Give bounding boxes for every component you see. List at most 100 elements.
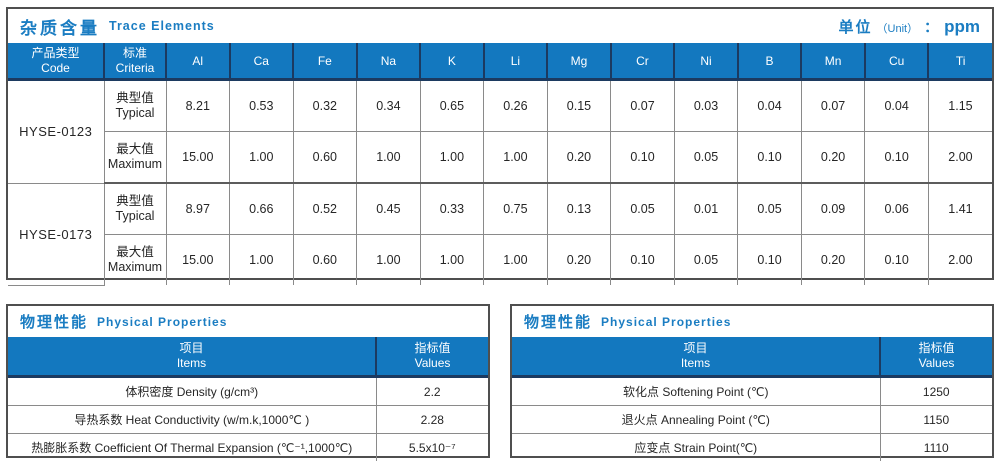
maximum-en: Maximum bbox=[107, 260, 163, 274]
value-cell: 2.28 bbox=[375, 405, 488, 434]
item-cell: 退火点 Annealing Point (℃) bbox=[512, 405, 881, 434]
value-cell: 0.04 bbox=[737, 79, 802, 132]
value-cell: 2.2 bbox=[375, 376, 488, 406]
item-cell: 软化点 Softening Point (℃) bbox=[512, 376, 881, 406]
value-cell: 0.20 bbox=[800, 131, 866, 184]
col-header-element: Ni bbox=[673, 43, 738, 81]
value-cell: 0.10 bbox=[610, 131, 675, 184]
col-header-element: B bbox=[736, 43, 802, 81]
value-cell: 0.10 bbox=[864, 234, 929, 285]
trace-elements-table: 产品类型 Code 标准 Criteria Al Ca Fe Na K Li M… bbox=[8, 43, 992, 286]
value-cell: 0.32 bbox=[292, 79, 358, 132]
value-cell: 5.5x10⁻⁷ bbox=[375, 433, 488, 461]
criteria-label-cell: 最大值 Maximum bbox=[104, 131, 167, 184]
col-header-values: 指标值 Values bbox=[375, 337, 488, 378]
phys-right-title-en: Physical Properties bbox=[601, 314, 732, 329]
value-cell: 8.97 bbox=[165, 182, 231, 235]
phys-left-title-zh: 物理性能 bbox=[20, 314, 89, 331]
col-header-element: Mg bbox=[546, 43, 611, 81]
criteria-label-cell: 最大值 Maximum bbox=[104, 234, 167, 285]
value-cell: 0.07 bbox=[800, 79, 866, 132]
col-header-element: Li bbox=[482, 43, 548, 81]
criteria-label-cell: 典型值 Typical bbox=[103, 182, 167, 235]
value-cell: 0.10 bbox=[737, 131, 802, 184]
trace-title-en: Trace Elements bbox=[109, 19, 215, 33]
col-header-element: Al bbox=[165, 43, 230, 81]
value-cell: 0.65 bbox=[419, 79, 485, 132]
col-header-element: K bbox=[419, 43, 484, 81]
criteria-label-cell: 典型值 Typical bbox=[103, 79, 167, 132]
value-cell: 0.03 bbox=[673, 79, 739, 132]
value-cell: 0.09 bbox=[800, 182, 866, 235]
value-cell: 0.34 bbox=[356, 79, 421, 132]
values-zh: 指标值 bbox=[414, 341, 451, 355]
value-cell: 0.10 bbox=[737, 234, 802, 285]
item-cell: 导热系数 Heat Conductivity (w/m.k,1000℃ ) bbox=[8, 405, 377, 434]
values-zh: 指标值 bbox=[918, 341, 955, 355]
values-en: Values bbox=[918, 356, 955, 370]
phys-left-title-bar: 物理性能 Physical Properties bbox=[8, 306, 488, 337]
value-cell: 0.15 bbox=[546, 79, 612, 132]
typical-en: Typical bbox=[115, 209, 155, 223]
phys-right-title-zh: 物理性能 bbox=[524, 314, 593, 331]
trace-title-zh: 杂质含量 bbox=[20, 18, 100, 38]
maximum-en: Maximum bbox=[107, 157, 163, 171]
value-cell: 0.05 bbox=[737, 182, 802, 235]
values-en: Values bbox=[414, 356, 451, 370]
value-cell: 1110 bbox=[879, 433, 992, 461]
table-row: 体积密度 Density (g/cm³) 2.2 bbox=[8, 376, 488, 406]
trace-header-row: 产品类型 Code 标准 Criteria Al Ca Fe Na K Li M… bbox=[8, 43, 992, 81]
col-header-items: 项目 Items bbox=[512, 337, 880, 378]
value-cell: 2.00 bbox=[927, 234, 992, 285]
value-cell: 0.60 bbox=[292, 131, 358, 184]
maximum-zh: 最大值 bbox=[116, 245, 154, 259]
value-cell: 0.04 bbox=[864, 79, 929, 132]
items-zh: 项目 bbox=[683, 341, 708, 355]
value-cell: 1.00 bbox=[229, 131, 294, 184]
value-cell: 1.15 bbox=[927, 79, 992, 132]
value-cell: 0.13 bbox=[546, 182, 612, 235]
physical-properties-right-panel: 物理性能 Physical Properties 项目 Items 指标值 Va… bbox=[510, 304, 994, 461]
col-criteria-zh: 标准 bbox=[122, 45, 147, 60]
value-cell: 1.00 bbox=[356, 131, 421, 184]
product-code-cell: HYSE-0123 bbox=[8, 79, 105, 184]
value-cell: 0.66 bbox=[229, 182, 294, 235]
table-row: 应变点 Strain Point(℃) 1110 bbox=[512, 433, 992, 461]
value-cell: 0.06 bbox=[864, 182, 929, 235]
value-cell: 1250 bbox=[879, 376, 992, 406]
value-cell: 1.00 bbox=[229, 234, 294, 285]
value-cell: 0.75 bbox=[483, 182, 548, 235]
value-cell: 0.07 bbox=[610, 79, 675, 132]
physical-properties-left-table: 项目 Items 指标值 Values 体积密度 Density (g/cm³)… bbox=[8, 337, 488, 461]
items-en: Items bbox=[176, 356, 207, 370]
physical-properties-left-panel: 物理性能 Physical Properties 项目 Items 指标值 Va… bbox=[6, 304, 490, 461]
col-header-element: Cr bbox=[609, 43, 675, 81]
value-cell: 0.60 bbox=[292, 234, 358, 285]
value-cell: 1150 bbox=[879, 405, 992, 434]
table-row: HYSE-0123 典型值 Typical 8.21 0.53 0.32 0.3… bbox=[8, 79, 992, 184]
table-row: 导热系数 Heat Conductivity (w/m.k,1000℃ ) 2.… bbox=[8, 405, 488, 434]
col-header-element: Cu bbox=[863, 43, 929, 81]
col-header-values: 指标值 Values bbox=[879, 337, 992, 378]
col-header-element: Ca bbox=[228, 43, 294, 81]
items-en: Items bbox=[680, 356, 711, 370]
phys-header-row: 项目 Items 指标值 Values bbox=[8, 337, 488, 378]
col-header-element: Ti bbox=[927, 43, 992, 81]
physical-properties-right-table: 项目 Items 指标值 Values 软化点 Softening Point … bbox=[512, 337, 992, 461]
value-cell: 1.00 bbox=[419, 234, 485, 285]
phys-header-row: 项目 Items 指标值 Values bbox=[512, 337, 992, 378]
value-cell: 1.00 bbox=[419, 131, 485, 184]
value-cell: 1.00 bbox=[483, 131, 548, 184]
value-cell: 0.53 bbox=[229, 79, 294, 132]
value-cell: 0.05 bbox=[673, 234, 739, 285]
value-cell: 0.20 bbox=[546, 131, 612, 184]
table-row: 退火点 Annealing Point (℃) 1150 bbox=[512, 405, 992, 434]
value-cell: 0.33 bbox=[419, 182, 485, 235]
unit-zh: 单位 bbox=[838, 18, 873, 36]
value-cell: 8.21 bbox=[165, 79, 231, 132]
col-header-product: 产品类型 Code bbox=[8, 43, 104, 81]
table-row: HYSE-0173 典型值 Typical 8.97 0.66 0.52 0.4… bbox=[8, 182, 992, 286]
item-cell: 体积密度 Density (g/cm³) bbox=[8, 376, 377, 406]
value-cell: 0.10 bbox=[610, 234, 675, 285]
value-cell: 0.26 bbox=[483, 79, 548, 132]
